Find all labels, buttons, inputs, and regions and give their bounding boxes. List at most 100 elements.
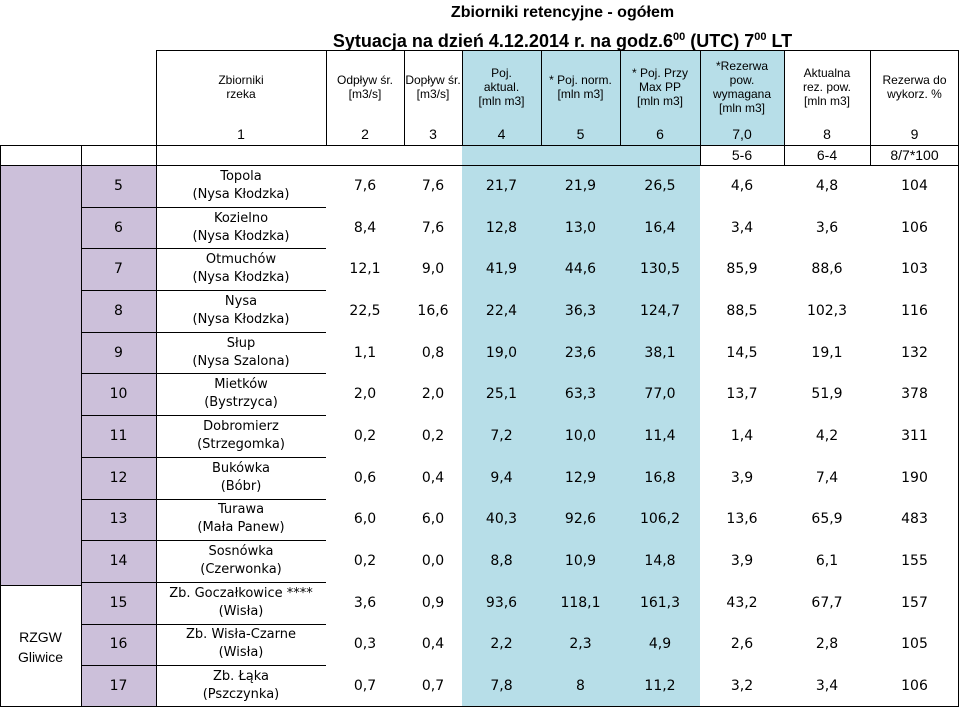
row-number: 5: [114, 177, 123, 194]
value-cell: 16,8: [644, 469, 676, 486]
value-cell: 155: [901, 553, 928, 570]
grid-hline: [81, 415, 156, 416]
grid-hline: [156, 457, 326, 458]
row-number: 6: [114, 219, 123, 236]
value-cell: 116: [901, 302, 928, 319]
value-cell: 13,0: [564, 219, 597, 236]
value-cell: 88,5: [726, 302, 758, 319]
reservoir-name: Topola (Nysa Kłodzka): [156, 165, 326, 207]
table-subtitle: Sytuacja na dzień 4.12.2014 r. na godz.6…: [332, 31, 793, 51]
grid-hline: [0, 145, 959, 146]
value-cell: 12,9: [564, 469, 597, 486]
grid-vline: [541, 50, 542, 145]
value-cell: 2,2: [490, 636, 513, 653]
value-cell: 124,7: [639, 302, 681, 319]
row-number: 9: [114, 344, 123, 361]
value-cell: 65,9: [811, 511, 843, 528]
grid-vline: [462, 50, 463, 145]
value-cell: 7,6: [421, 177, 445, 194]
value-cell: 16,4: [644, 219, 676, 236]
value-cell: 118,1: [560, 594, 601, 611]
value-cell: 0,2: [421, 427, 445, 444]
value-cell: 190: [901, 469, 928, 486]
side-bg-upper: [0, 165, 81, 585]
value-cell: 0,7: [353, 678, 377, 695]
value-cell: 311: [901, 427, 928, 444]
value-cell: 157: [901, 594, 928, 611]
formula-col7: 5-6: [731, 147, 753, 163]
value-cell: 1,4: [730, 427, 754, 444]
value-cell: 7,2: [490, 427, 513, 444]
value-cell: 16,6: [417, 302, 449, 319]
reservoir-name: Nysa (Nysa Kłodzka): [156, 290, 326, 332]
grid-hline: [156, 540, 326, 541]
value-cell: 2,0: [421, 386, 445, 403]
grid-hline: [81, 624, 156, 625]
value-cell: 10,0: [564, 427, 597, 444]
value-cell: 4,6: [730, 177, 754, 194]
value-cell: 12,1: [349, 261, 381, 278]
value-cell: 11,2: [644, 678, 676, 695]
table-row: 5 Topola (Nysa Kłodzka) 7,6 7,6 21,7 21,9 26,5 4…: [0, 165, 959, 207]
value-cell: 8,4: [353, 219, 377, 236]
value-cell: 2,0: [353, 386, 377, 403]
river-label: (Wisła): [218, 603, 264, 619]
reservoir-name: Mietków (Bystrzyca): [156, 373, 326, 415]
value-cell: 51,9: [811, 386, 843, 403]
grid-vline: [700, 145, 701, 165]
reservoir-label: Zb. Wisła-Czarne: [186, 627, 296, 643]
value-cell: 67,7: [811, 594, 843, 611]
colhead-zbiorniki: Zbiorniki rzeka: [218, 72, 264, 101]
value-cell: 0,4: [421, 469, 445, 486]
reservoir-label: Topola: [220, 168, 262, 184]
river-label: (Wisła): [218, 645, 264, 661]
value-cell: 7,6: [421, 219, 445, 236]
value-cell: 3,2: [730, 678, 754, 695]
grid-vline: [156, 145, 157, 707]
value-cell: 2,6: [730, 636, 754, 653]
colhead-poj-przy: * Poj. Przy Max PP [mln m3]: [631, 65, 688, 108]
grid-vline: [404, 50, 405, 145]
value-cell: 4,8: [815, 177, 839, 194]
value-cell: 8: [576, 678, 585, 695]
grid-vline: [81, 145, 82, 707]
value-cell: 7,4: [815, 469, 839, 486]
table-row: 13 Turawa (Mała Panew) 6,0 6,0 40,3 92,6 106,2 1…: [0, 499, 959, 541]
grid-hline: [0, 165, 959, 166]
colnum-3: 3: [429, 126, 437, 142]
reservoir-label: Zb. Łąka: [213, 669, 269, 685]
grid-vline: [870, 145, 871, 165]
table-row: 15 Zb. Goczałkowice **** (Wisła) 3,6 0,9 93,6…: [0, 582, 959, 624]
reservoir-label: Kozielno: [213, 210, 269, 226]
reservoir-label: Otmuchów: [205, 252, 277, 268]
value-cell: 38,1: [644, 344, 676, 361]
colnum-4: 4: [497, 126, 506, 142]
value-cell: 0,8: [421, 344, 445, 361]
grid-hline: [81, 499, 156, 500]
formula-col8: 6-4: [816, 147, 838, 163]
value-cell: 106: [901, 219, 928, 236]
reservoir-label: Sosnówka: [208, 544, 274, 560]
value-cell: 93,6: [485, 594, 518, 611]
grid-hline: [156, 373, 326, 374]
value-cell: 92,6: [564, 511, 597, 528]
table-row: 10 Mietków (Bystrzyca) 2,0 2,0 25,1 63,3 77,0 13…: [0, 373, 959, 415]
value-cell: 2,3: [569, 636, 592, 653]
grid-hline: [156, 50, 959, 51]
river-label: (Mała Panew): [197, 520, 285, 536]
value-cell: 8,8: [490, 553, 513, 570]
value-cell: 22,4: [485, 302, 518, 319]
value-cell: 3,4: [815, 678, 839, 695]
grid-hline: [156, 415, 326, 416]
value-cell: 0,0: [421, 553, 445, 570]
value-cell: 2,8: [815, 636, 839, 653]
reservoir-label: Dobromierz: [203, 418, 279, 434]
grid-hline: [156, 207, 326, 208]
value-cell: 14,8: [644, 553, 676, 570]
colnum-2: 2: [361, 126, 369, 142]
grid-vline: [326, 50, 327, 145]
value-cell: 3,9: [730, 553, 754, 570]
reservoir-name: Dobromierz (Strzegomka): [156, 415, 326, 457]
table-title: Zbiorniki retencyjne - ogółem: [450, 4, 675, 21]
reservoir-name: Słup (Nysa Szalona): [156, 332, 326, 374]
